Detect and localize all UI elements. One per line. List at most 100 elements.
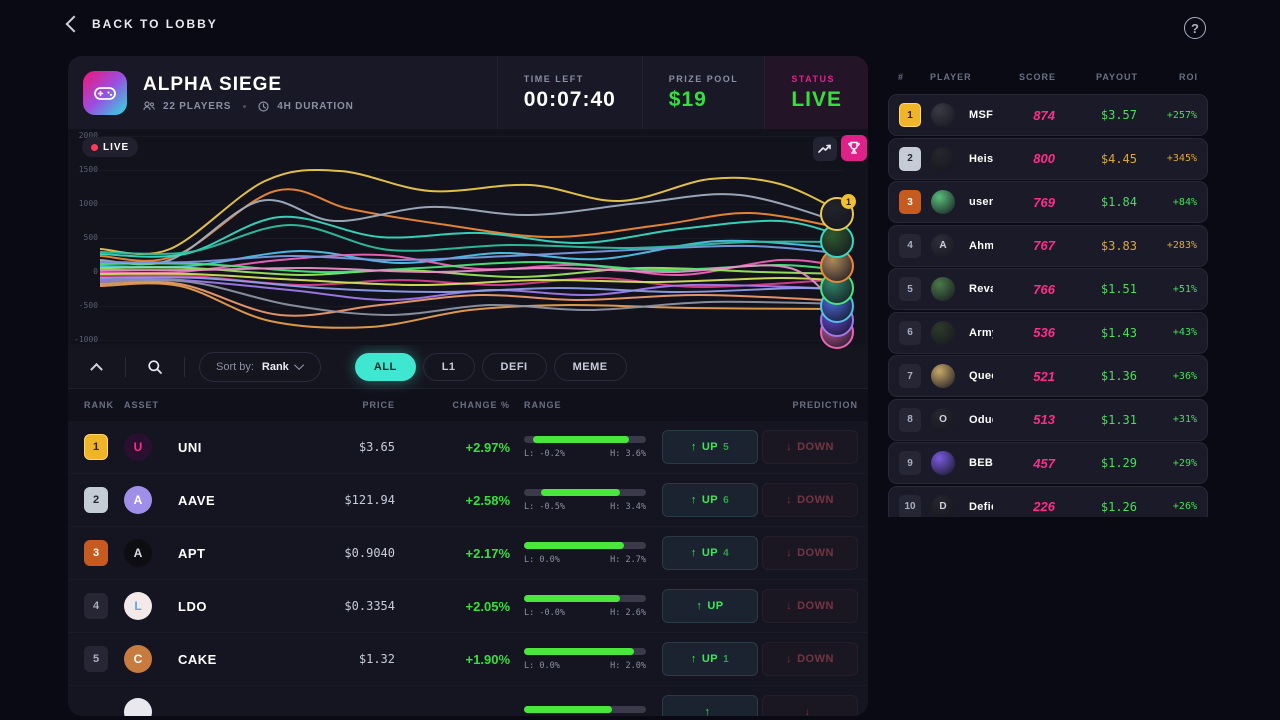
column-header-price: PRICE: [362, 400, 395, 410]
up-count: 6: [723, 494, 730, 506]
down-button[interactable]: ↓ DOWN: [762, 589, 858, 623]
live-dot-icon: [91, 143, 98, 151]
table-row[interactable]: 2 A AAVE $121.94 +2.58% L: -0.5% H: 3.4% ↑ UP 6 ↓ D…: [68, 474, 868, 527]
leaderboard-row[interactable]: 8O Oduduwa1 513 $1.31 +31%: [888, 398, 1208, 441]
column-header-range: RANGE: [524, 400, 562, 410]
trend-view-button[interactable]: [813, 137, 837, 161]
range-bar-fill: [524, 594, 621, 602]
y-axis-tick: 0: [93, 267, 98, 276]
tab-all[interactable]: ALL: [354, 352, 416, 381]
up-button[interactable]: ↑ UP 4: [662, 536, 758, 570]
down-button[interactable]: ↓ DOWN: [762, 430, 858, 464]
up-button[interactable]: ↑: [662, 695, 758, 716]
help-icon[interactable]: ?: [1184, 17, 1206, 39]
down-button[interactable]: ↓: [762, 695, 858, 716]
asset-icon: U: [124, 433, 152, 461]
up-label: UP: [701, 653, 719, 665]
down-button[interactable]: ↓ DOWN: [762, 483, 858, 517]
asset-price: $0.9040: [344, 546, 395, 560]
range-labels: L: 0.0% H: 2.7%: [524, 555, 646, 565]
rank-badge: 2: [84, 487, 108, 513]
leaderboard-row[interactable]: 5 Reva 766 $1.51 +51%: [888, 268, 1208, 310]
player-avatar: [931, 277, 955, 301]
leaderboard-row[interactable]: 2 Heis_sc... 800 $4.45 +345%: [888, 137, 1208, 180]
tab-defi[interactable]: DEFI: [481, 352, 547, 381]
lb-rank-badge: 9: [899, 451, 921, 475]
asset-price: $3.65: [358, 440, 395, 454]
table-row[interactable]: 3 A APT $0.9040 +2.17% L: 0.0% H: 2.7% ↑ UP 4 ↓ DOW…: [68, 527, 868, 580]
leaderboard-row[interactable]: 6 ArmyMAJIA 536 $1.43 +43%: [888, 311, 1208, 354]
player-score: 513: [1033, 412, 1055, 427]
range-bar: [524, 488, 646, 496]
range-bar-fill: [532, 435, 629, 443]
table-row[interactable]: 1 U UNI $3.65 +2.97% L: -0.2% H: 3.6% ↑ UP 5 ↓ DOWN: [68, 421, 868, 474]
duration: 4H DURATION: [277, 100, 354, 112]
leaderboard-row[interactable]: 9 BEBYILOVE... 457 $1.29 +29%: [888, 442, 1208, 484]
prediction-cell: ↑ UP ↓ DOWN: [660, 589, 858, 623]
table-row[interactable]: 4 L LDO $0.3354 +2.05% L: -0.0% H: 2.6% ↑ UP ↓ DOW…: [68, 580, 868, 633]
prediction-cell: ↑ UP 1 ↓ DOWN: [660, 642, 858, 676]
lb-rank-badge: 4: [899, 233, 921, 258]
range-low: L: -0.5%: [524, 501, 565, 512]
up-button[interactable]: ↑ UP 6: [662, 483, 758, 517]
player-avatar: [931, 451, 955, 475]
players-icon: [143, 101, 155, 111]
lb-rank-badge: 7: [899, 364, 921, 388]
player-name-text: AhmBo...: [969, 239, 993, 252]
asset-change: +2.05%: [465, 598, 510, 614]
leaderboard-row[interactable]: 10 D Defichill 226 $1.26 +26%: [888, 485, 1208, 517]
asset-icon: C: [124, 645, 152, 673]
player-name-text: Heis_sc...: [969, 152, 993, 165]
up-label: UP: [701, 494, 719, 506]
y-axis-tick: -500: [78, 301, 98, 310]
table-row[interactable]: 5 C CAKE $1.32 +1.90% L: 0.0% H: 2.0% ↑ UP 1 ↓ DOWN: [68, 633, 868, 686]
player-name: MSFTDANIEL: [969, 109, 993, 121]
asset-icon: [124, 698, 152, 716]
range-bar: [524, 435, 646, 443]
tab-meme[interactable]: MEME: [553, 352, 627, 381]
player-name-text: user_8dc0...: [969, 196, 993, 208]
column-header-prediction: PREDICTION: [792, 400, 858, 410]
player-name-text: Defichill: [969, 500, 993, 513]
prize-pool-value: $19: [668, 87, 707, 111]
range-cell: L: -0.2% H: 3.6%: [510, 435, 660, 459]
sort-dropdown[interactable]: Sort by: Rank: [199, 351, 321, 382]
range-cell: [510, 705, 660, 717]
leaderboard-row[interactable]: 3 user_8dc0... 769 $1.84 +84%: [888, 181, 1208, 223]
range-bar: [524, 647, 646, 655]
down-button[interactable]: ↓ DOWN: [762, 642, 858, 676]
range-labels: L: -0.0% H: 2.6%: [524, 608, 646, 618]
game-title: ALPHA SIEGE: [143, 73, 283, 95]
column-header-asset: ASSET: [124, 400, 160, 410]
up-button[interactable]: ↑ UP 5: [662, 430, 758, 464]
down-button[interactable]: ↓ DOWN: [762, 536, 858, 570]
chart-line: [100, 168, 845, 256]
up-button[interactable]: ↑ UP: [662, 589, 758, 623]
up-arrow-icon: ↑: [704, 706, 711, 716]
leaderboard-row[interactable]: 4A AhmBo... 767 $3.83 +283%: [888, 224, 1208, 267]
player-name: ArmyMAJIA: [969, 327, 993, 339]
player-name: user_8dc0...: [969, 196, 993, 208]
chart-line: [100, 193, 845, 266]
tab-l1[interactable]: L1: [422, 352, 475, 381]
leaderboard-row[interactable]: 1 MSFTDANIEL 874 $3.57 +257%: [888, 94, 1208, 136]
column-header-rank: RANK: [84, 400, 114, 410]
collapse-chevron-up-icon[interactable]: [81, 352, 111, 382]
player-avatar[interactable]: 1: [820, 194, 856, 231]
lb-rank-badge: 10: [899, 494, 921, 517]
y-axis-tick: -1000: [74, 335, 99, 344]
table-row[interactable]: 6↑↓: [68, 686, 868, 716]
back-to-lobby-button[interactable]: BACK TO LOBBY: [65, 15, 218, 33]
leader-avatar-stack: 1: [818, 129, 862, 349]
search-icon[interactable]: [140, 352, 170, 382]
prediction-cell: ↑ UP 5 ↓ DOWN: [660, 430, 858, 464]
y-axis-tick: 1000: [78, 199, 98, 208]
up-button[interactable]: ↑ UP 1: [662, 642, 758, 676]
chart-line: [100, 239, 845, 269]
asset-symbol: UNI: [178, 439, 202, 455]
rank-badge: 3: [84, 540, 108, 566]
leaderboard-row[interactable]: 7 Queen888 521 $1.36 +36%: [888, 355, 1208, 397]
players-count: 22 PLAYERS: [163, 100, 232, 112]
asset-change: +1.90%: [465, 651, 510, 667]
trophy-button[interactable]: [841, 135, 867, 161]
